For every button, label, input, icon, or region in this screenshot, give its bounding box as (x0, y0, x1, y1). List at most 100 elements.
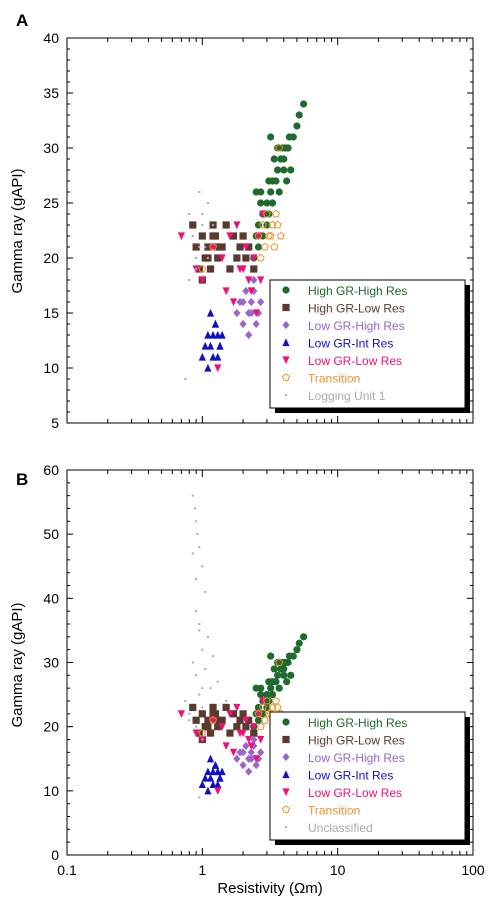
data-point (188, 712, 191, 715)
x-tick-label: 10 (330, 862, 346, 878)
data-point (270, 155, 278, 163)
data-point (252, 319, 260, 329)
data-point (270, 665, 278, 673)
data-point (257, 297, 265, 307)
data-point (254, 709, 263, 718)
data-point (214, 352, 222, 361)
marks-b (177, 494, 308, 799)
data-point (204, 363, 212, 372)
data-point (198, 232, 206, 240)
data-point (209, 687, 212, 690)
data-point (254, 754, 263, 763)
x-axis-label: Resistivity (Ωm) (217, 880, 322, 897)
data-point (252, 755, 260, 763)
data-point (209, 703, 217, 712)
data-point (214, 254, 222, 262)
data-point (263, 199, 271, 207)
data-point (252, 309, 260, 318)
data-point (239, 748, 247, 757)
legend-box (269, 279, 466, 409)
y-tick-label: 0 (51, 847, 59, 863)
data-point (280, 166, 288, 174)
data-point (268, 220, 277, 229)
data-point (233, 308, 241, 318)
y-tick-label: 10 (43, 783, 59, 799)
legend-b: High GR-High Res High GR-Low Res Low GR-Hi… (269, 711, 470, 845)
legend-label: Low GR-High Res (308, 319, 405, 333)
data-point (247, 748, 255, 757)
data-point (201, 738, 204, 741)
y-tick-label: 10 (43, 360, 59, 376)
panel-b: B Gamma ray (gAPI) 0 10 20 30 40 50 60 0.1 1 10 10… (9, 462, 485, 897)
data-point (236, 729, 244, 738)
data-point (206, 257, 209, 259)
data-point (201, 213, 204, 215)
data-point (247, 287, 255, 296)
data-point (222, 703, 230, 712)
data-point (191, 661, 194, 664)
data-point (218, 767, 226, 776)
data-point (198, 780, 206, 789)
data-point (275, 658, 284, 666)
y-tick-label: 40 (43, 30, 59, 46)
y-axis-label-b: Gamma ray (gAPI) (9, 602, 26, 727)
data-point (281, 658, 289, 667)
data-point (184, 378, 187, 380)
data-point (222, 287, 230, 296)
data-point (267, 652, 275, 660)
data-point (285, 652, 294, 660)
data-point (209, 352, 217, 361)
data-point (204, 723, 212, 731)
data-point (195, 520, 198, 523)
data-point (257, 735, 265, 744)
legend-marker (282, 718, 290, 726)
data-point (196, 533, 199, 536)
data-point (226, 729, 234, 737)
data-point (258, 220, 267, 229)
x-tick-label: 1 (198, 862, 206, 878)
data-point (257, 690, 265, 699)
data-point (209, 715, 218, 724)
data-point (191, 494, 194, 497)
legend-a: High GR-High Res High GR-Low Res Low GR-Hi… (269, 279, 470, 413)
data-point (195, 578, 198, 581)
data-point (245, 716, 253, 724)
data-point (254, 716, 263, 724)
y-tick-label: 15 (43, 305, 59, 321)
data-point (233, 723, 241, 731)
data-point (256, 253, 265, 262)
data-point (280, 671, 288, 679)
data-point (198, 191, 201, 193)
data-point (250, 275, 258, 285)
data-point (239, 319, 247, 329)
data-point (267, 133, 275, 141)
legend-marker (282, 735, 290, 744)
data-point (274, 144, 282, 152)
panel-label-a: A (16, 11, 28, 30)
data-point (201, 687, 204, 690)
data-point (242, 741, 250, 751)
data-point (258, 703, 267, 711)
data-point (268, 199, 277, 207)
axes-a: 5 10 15 20 25 30 35 40 (43, 30, 473, 431)
data-point (250, 254, 258, 263)
data-point (287, 166, 295, 174)
data-point (254, 231, 263, 240)
data-point (192, 243, 200, 251)
data-point (287, 671, 295, 679)
data-point (204, 767, 212, 776)
data-point (218, 330, 226, 339)
data-point (206, 341, 215, 350)
data-point (252, 188, 260, 196)
data-point (267, 188, 275, 196)
data-point (262, 209, 271, 218)
data-point (198, 728, 207, 737)
data-point (250, 735, 258, 744)
legend-label: High GR-Low Res (308, 734, 405, 748)
y-tick-label: 40 (43, 590, 59, 606)
data-point (254, 308, 263, 318)
data-point (247, 742, 255, 751)
legend-label: Low GR-Low Res (308, 786, 402, 800)
data-point (212, 655, 215, 658)
